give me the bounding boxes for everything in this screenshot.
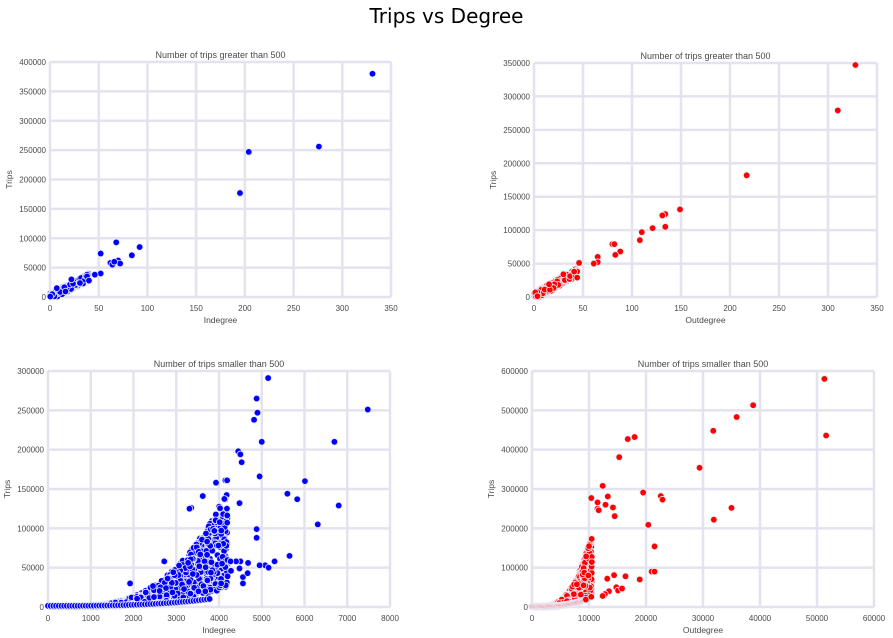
y-tick-label: 150000 <box>17 485 44 494</box>
x-tick-label: 50 <box>579 304 588 313</box>
x-tick-label: 0 <box>532 304 537 313</box>
y-tick-label: 200000 <box>19 176 46 185</box>
y-tick-label: 100000 <box>503 226 530 235</box>
y-tick-label: 250000 <box>17 406 44 415</box>
y-tick-label: 50000 <box>22 564 45 573</box>
x-tick-label: 3000 <box>167 614 185 623</box>
y-tick-label: 100000 <box>501 564 528 573</box>
scatter-points <box>530 61 860 301</box>
y-tick-label: 400000 <box>501 446 528 455</box>
chart-top-left: 0 50 100 150 200 250 300 350 0 50000 100000 150000 2… <box>4 50 398 325</box>
y-tick-label: 200000 <box>501 524 528 533</box>
x-tick-label: 0 <box>46 614 51 623</box>
y-tick-label: 100000 <box>17 524 44 533</box>
x-tick-label: 6000 <box>296 614 314 623</box>
y-tick-label: 50000 <box>24 264 47 273</box>
y-tick-label: 0 <box>42 293 47 302</box>
y-axis-label: Trips <box>2 480 12 499</box>
y-tick-label: 150000 <box>19 205 46 214</box>
x-tick-label: 250 <box>287 304 301 313</box>
x-tick-label: 300 <box>821 304 835 313</box>
y-tick-label: 0 <box>40 603 45 612</box>
x-tick-label: 8000 <box>381 614 399 623</box>
y-tick-label: 250000 <box>19 146 46 155</box>
grid <box>530 369 876 609</box>
x-tick-label: 40000 <box>749 614 772 623</box>
y-tick-label: 50000 <box>508 260 531 269</box>
y-tick-label: 200000 <box>503 159 530 168</box>
chart-bottom-right: 0 10000 20000 30000 40000 50000 60000010000020… <box>486 359 886 635</box>
x-tick-label: 200 <box>238 304 252 313</box>
x-tick-label: 30000 <box>692 614 715 623</box>
y-tick-label: 0 <box>526 293 531 302</box>
y-tick-label: 150000 <box>503 193 530 202</box>
x-tick-label: 50000 <box>806 614 829 623</box>
scatter-points <box>528 375 830 611</box>
chart-bottom-left: 0 1000 2000 3000 4000 5000 6000 7000 8000 0 50000 1… <box>2 359 399 635</box>
grid <box>48 60 393 299</box>
x-tick-label: 250 <box>772 304 786 313</box>
chart-title: Number of trips greater than 500 <box>640 51 770 61</box>
y-tick-label: 300000 <box>19 117 46 126</box>
chart-title: Number of trips smaller than 500 <box>638 359 769 369</box>
y-tick-label: 500000 <box>501 406 528 415</box>
x-tick-label: 2000 <box>125 614 143 623</box>
x-tick-label: 200 <box>723 304 737 313</box>
x-tick-label: 0 <box>48 304 53 313</box>
x-tick-label: 300 <box>336 304 350 313</box>
x-tick-label: 5000 <box>253 614 271 623</box>
y-tick-label: 350000 <box>19 87 46 96</box>
x-tick-label: 150 <box>674 304 688 313</box>
x-tick-label: 7000 <box>338 614 356 623</box>
y-tick-label: 200000 <box>17 446 44 455</box>
grid <box>532 61 879 299</box>
y-tick-label: 400000 <box>19 58 46 67</box>
y-tick-label: 300000 <box>17 367 44 376</box>
y-tick-label: 100000 <box>19 234 46 243</box>
x-tick-label: 100 <box>625 304 639 313</box>
y-tick-label: 300000 <box>503 92 530 101</box>
x-tick-label: 4000 <box>210 614 228 623</box>
y-tick-label: 600000 <box>501 367 528 376</box>
chart-title: Number of trips smaller than 500 <box>154 359 285 369</box>
y-axis-label: Trips <box>486 480 496 499</box>
x-tick-label: 0 <box>530 614 535 623</box>
x-tick-label: 350 <box>384 304 398 313</box>
y-axis-label: Trips <box>488 171 498 190</box>
x-axis-label: Outdegree <box>683 625 723 635</box>
chart-top-right: 0 50 100 150 200 250 300 350 0 50000 100000 150000 2… <box>488 51 884 325</box>
x-axis-label: Indegree <box>202 625 236 635</box>
page-title: Trips vs Degree <box>369 4 524 28</box>
x-tick-label: 150 <box>189 304 203 313</box>
x-tick-label: 100 <box>141 304 155 313</box>
chart-title: Number of trips greater than 500 <box>155 50 285 60</box>
x-axis-label: Indegree <box>204 315 238 325</box>
x-tick-label: 1000 <box>82 614 100 623</box>
plot-area <box>534 63 877 297</box>
scatter-points <box>44 374 372 611</box>
x-tick-label: 10000 <box>578 614 601 623</box>
y-tick-label: 250000 <box>503 126 530 135</box>
x-tick-label: 60000 <box>863 614 886 623</box>
x-axis-label: Outdegree <box>685 315 725 325</box>
x-tick-label: 20000 <box>635 614 658 623</box>
x-tick-label: 50 <box>94 304 103 313</box>
x-tick-label: 350 <box>870 304 884 313</box>
y-tick-label: 0 <box>524 603 529 612</box>
y-axis-label: Trips <box>4 170 14 189</box>
scatter-points <box>46 70 377 301</box>
y-tick-label: 300000 <box>501 485 528 494</box>
y-tick-label: 350000 <box>503 59 530 68</box>
